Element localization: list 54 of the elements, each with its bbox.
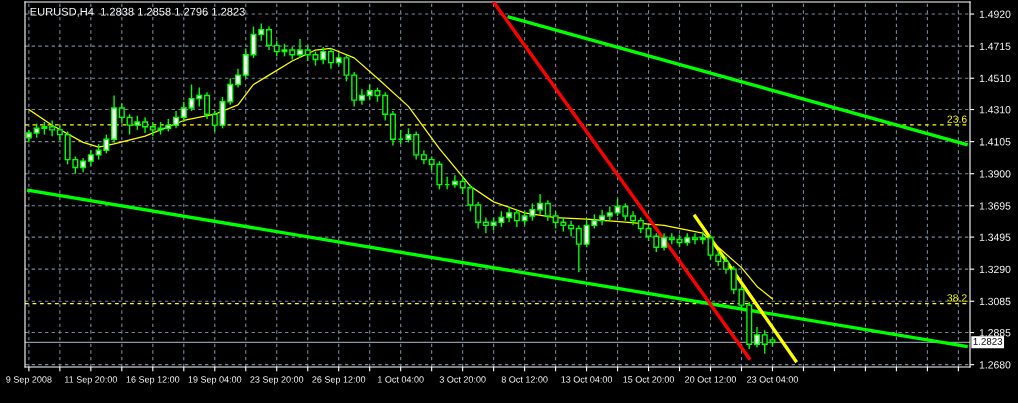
candlestick: [180, 101, 187, 123]
x-tick-label: 15 Oct 20:00: [623, 376, 675, 383]
y-tick-label: 1.3695: [979, 202, 1011, 210]
candlestick: [606, 205, 613, 222]
y-tick-label: 1.4715: [979, 42, 1011, 51]
candlestick: [475, 201, 482, 230]
candlestick: [692, 232, 699, 245]
x-tick-label: 8 Oct 12:00: [501, 376, 548, 383]
x-tick-label: 1 Oct 04:00: [378, 376, 424, 383]
y-tick-label: 1.4105: [979, 138, 1011, 146]
candlestick: [327, 47, 334, 70]
x-tick-label: 13 Oct 04:00: [561, 376, 613, 383]
candlestick: [49, 119, 56, 137]
x-tick-label: 3 Oct 20:00: [439, 376, 486, 383]
y-tick-label: 1.2680: [979, 361, 1011, 369]
candlestick: [234, 68, 242, 89]
y-tick-label: 1.3085: [979, 297, 1011, 306]
x-tick-label: 23 Sep 20:00: [250, 376, 304, 385]
y-tick-label: 1.4920: [979, 10, 1011, 18]
y-tick-label: 1.4510: [979, 74, 1011, 83]
x-tick-label: 11 Sep 20:00: [65, 376, 118, 385]
candlestick: [544, 199, 551, 222]
candlestick: [413, 130, 420, 161]
candlestick: [296, 38, 303, 59]
x-tick-label: 16 Sep 12:00: [126, 376, 180, 385]
y-tick-label: 1.4310: [979, 106, 1011, 114]
candlestick: [753, 326, 761, 349]
x-tick-label: 19 Sep 04:00: [188, 376, 242, 385]
candlestick: [149, 121, 156, 137]
candlestick: [451, 174, 458, 189]
candlestick: [211, 110, 218, 133]
candlestick: [575, 224, 582, 274]
candlestick: [358, 88, 365, 106]
candlestick: [482, 216, 489, 234]
candlestick: [142, 116, 149, 134]
candlestick: [204, 91, 211, 120]
x-tick-label: 9 Sep 2008: [6, 376, 52, 385]
y-tick-label: 1.2885: [979, 329, 1011, 337]
x-tick-label: 20 Oct 12:00: [685, 376, 737, 383]
y-tick-label: 1.3495: [979, 233, 1011, 241]
x-tick-label: 26 Sep 12:00: [312, 376, 366, 385]
annotation: 23.6: [947, 115, 967, 123]
candlestick: [118, 102, 125, 125]
candlestick: [568, 219, 575, 238]
candlestick: [265, 25, 273, 51]
candlestick: [56, 124, 63, 142]
chart-title: EURUSD,H4 1.2838 1.2858 1.2796 1.2823: [30, 7, 245, 17]
candlestick: [537, 193, 544, 216]
annotation: 38.2: [947, 294, 967, 302]
y-tick-label: 1.3290: [979, 265, 1011, 274]
candlestick: [382, 91, 389, 122]
y-tick-label: 1.3900: [979, 170, 1011, 178]
ref-line-label: 1.2823: [973, 338, 1003, 345]
x-tick-label: 23 Oct 04:00: [747, 376, 798, 383]
